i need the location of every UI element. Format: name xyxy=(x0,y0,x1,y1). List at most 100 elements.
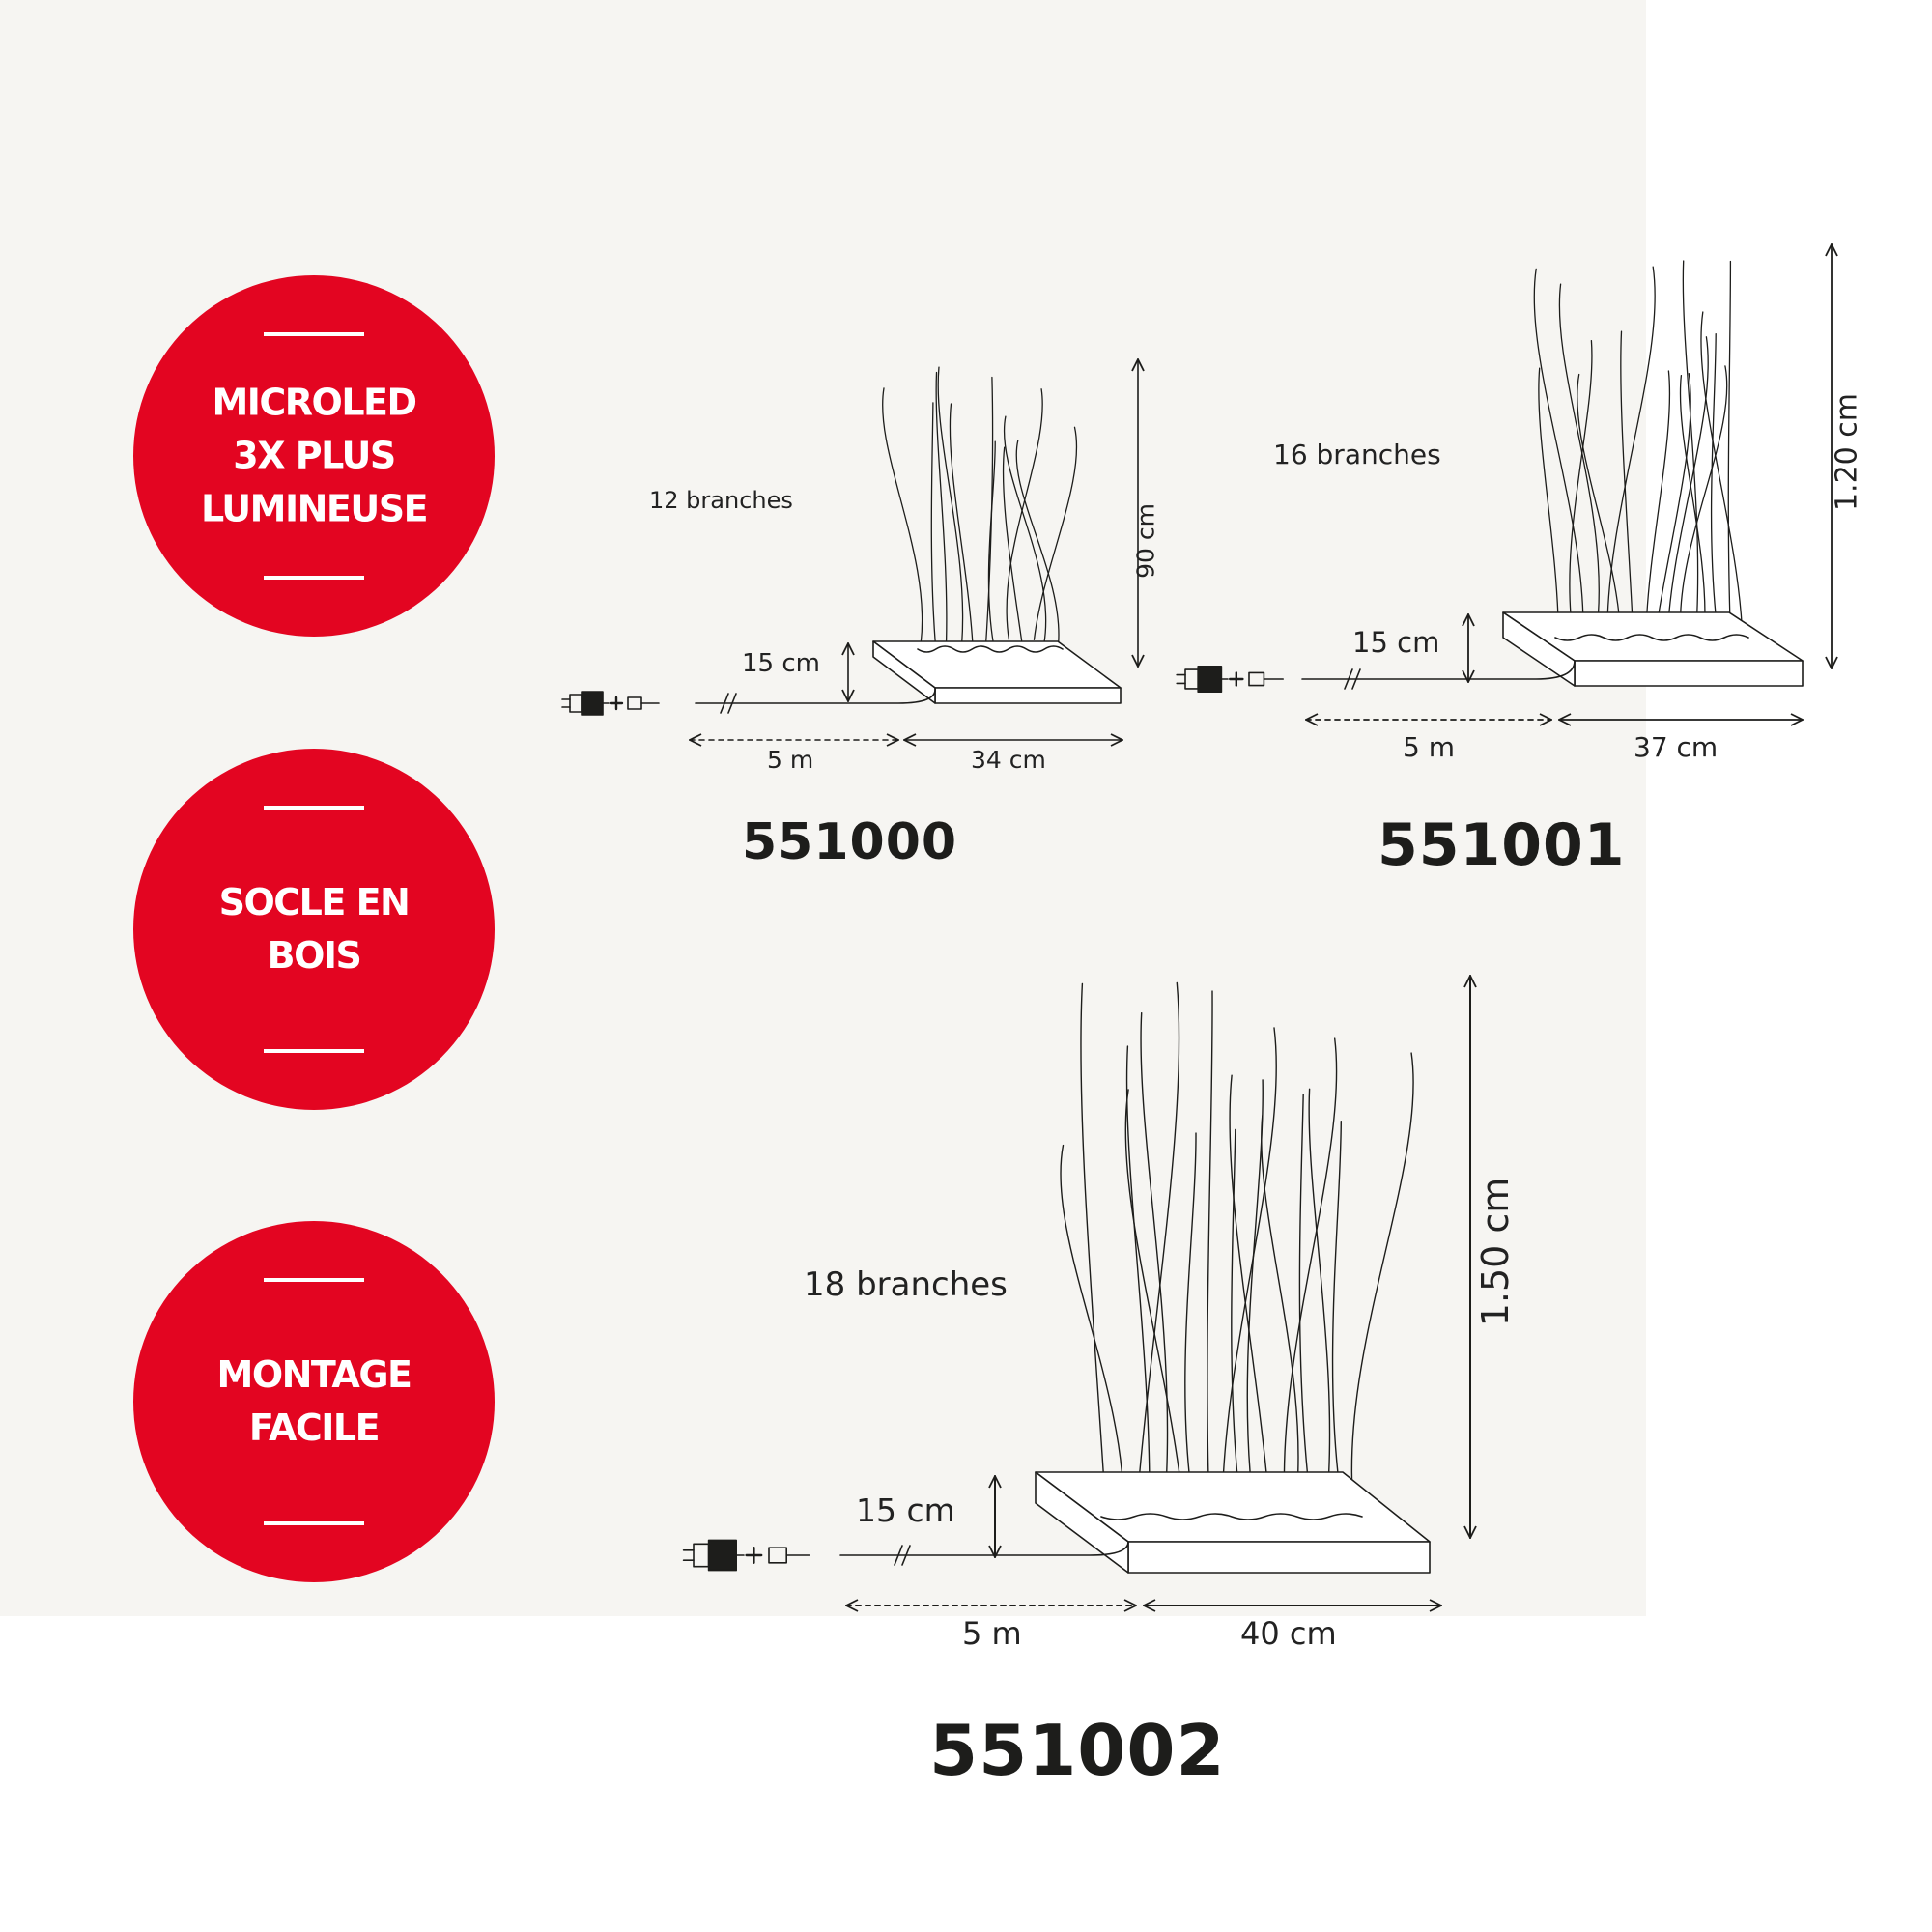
reed-branches-icon xyxy=(1080,982,1107,1508)
cable-break-icon xyxy=(894,1545,903,1566)
badge-line: 3X PLUS xyxy=(233,434,396,477)
cable-icon xyxy=(1301,660,1576,680)
reed-branches-icon xyxy=(1700,311,1744,633)
badge-text: SOCLE EN BOIS xyxy=(162,876,466,982)
cable-length-label: 5 m xyxy=(767,746,814,774)
badge-microled: MICROLED 3X PLUS LUMINEUSE xyxy=(133,275,495,637)
branches-label: 16 branches xyxy=(1273,439,1441,470)
reed-branches-icon xyxy=(1060,1144,1124,1511)
badge-text: MICROLED 3X PLUS LUMINEUSE xyxy=(162,377,466,536)
reed-branches-icon xyxy=(1679,365,1728,630)
badge-rule-bottom xyxy=(264,576,364,580)
led-wire-icon xyxy=(1100,1513,1363,1520)
badge-montage: MONTAGE FACILE xyxy=(133,1221,495,1582)
connector-icon xyxy=(768,1547,788,1564)
connector-icon xyxy=(627,696,642,710)
reed-branches-icon xyxy=(1727,260,1732,634)
reed-branches-icon xyxy=(1710,332,1719,631)
cable-length-label: 5 m xyxy=(1403,731,1455,763)
badge-rule-bottom xyxy=(264,1049,364,1053)
reed-branches-icon xyxy=(1125,1045,1151,1511)
base-width-label: 40 cm xyxy=(1240,1615,1337,1652)
reed-branches-icon xyxy=(949,403,974,643)
reed-branches-icon xyxy=(1124,1089,1184,1509)
reed-branches-icon xyxy=(1015,440,1060,644)
badge-line: BOIS xyxy=(267,934,362,977)
product-code: 551002 xyxy=(929,1710,1226,1791)
cable-break-icon xyxy=(1344,668,1353,690)
badge-line: SOCLE EN xyxy=(218,881,411,923)
power-plug-icon xyxy=(707,1539,737,1572)
power-plug-icon xyxy=(569,694,582,713)
reed-branches-icon xyxy=(882,387,923,643)
cable-break-icon xyxy=(727,693,737,714)
base-width-label: 37 cm xyxy=(1634,731,1719,763)
height-label: 1.20 cm xyxy=(1830,392,1864,512)
reed-branches-icon xyxy=(1533,268,1584,635)
reed-branches-icon xyxy=(1229,1074,1271,1509)
reed-branches-icon xyxy=(1261,1115,1299,1514)
cable-break-icon xyxy=(1351,668,1361,690)
wooden-base-icon xyxy=(1574,660,1804,687)
base-height-label: 15 cm xyxy=(856,1492,955,1529)
reed-branches-icon xyxy=(937,366,964,644)
reed-branches-icon xyxy=(1331,1121,1344,1510)
led-wire-icon xyxy=(917,645,1064,653)
product-code: 551000 xyxy=(742,813,958,871)
reed-branches-icon xyxy=(1538,367,1559,630)
reed-branches-icon xyxy=(1033,426,1078,640)
reed-branches-icon xyxy=(1207,990,1213,1511)
badge-line: MICROLED xyxy=(212,381,417,424)
wooden-base-icon xyxy=(934,687,1122,704)
reed-branches-icon xyxy=(1569,339,1593,633)
badge-line: FACILE xyxy=(248,1406,381,1449)
power-plug-icon xyxy=(693,1543,710,1568)
reed-branches-icon xyxy=(930,402,936,643)
branches-label: 12 branches xyxy=(649,487,793,514)
reed-branches-icon xyxy=(1350,1052,1414,1514)
power-plug-icon xyxy=(1184,668,1199,690)
base-width-label: 34 cm xyxy=(971,746,1046,774)
wooden-base-icon xyxy=(872,640,936,704)
reed-branches-icon xyxy=(987,440,996,644)
reed-branches-icon xyxy=(1283,1037,1338,1510)
height-label: 90 cm xyxy=(1131,503,1160,579)
reed-branches-icon xyxy=(1558,283,1600,632)
cable-icon xyxy=(695,687,936,704)
reed-branches-icon xyxy=(1645,370,1671,633)
wooden-base-icon xyxy=(1502,611,1576,687)
reed-branches-icon xyxy=(1298,1094,1313,1512)
reed-branches-icon xyxy=(1003,415,1047,645)
branches-label: 18 branches xyxy=(804,1265,1008,1304)
badge-rule-top xyxy=(264,806,364,810)
reed-branches-icon xyxy=(1679,374,1706,631)
badge-rule-bottom xyxy=(264,1521,364,1525)
reed-branches-icon xyxy=(1006,388,1043,640)
reed-branches-icon xyxy=(1135,981,1180,1511)
reed-branches-icon xyxy=(1577,373,1622,631)
reed-branches-icon xyxy=(935,371,948,642)
badge-line: MONTAGE xyxy=(216,1353,412,1396)
wooden-base-icon xyxy=(1127,1541,1431,1574)
reed-branches-icon xyxy=(1308,1088,1331,1509)
height-label: 1.50 cm xyxy=(1474,1177,1517,1327)
base-height-label: 15 cm xyxy=(742,649,820,678)
reed-branches-icon xyxy=(1666,336,1709,633)
base-height-label: 15 cm xyxy=(1352,626,1440,659)
reed-branches-icon xyxy=(1002,446,1023,641)
reed-branches-icon xyxy=(1606,266,1656,630)
badge-rule-top xyxy=(264,332,364,336)
wooden-base-icon xyxy=(1035,1471,1129,1574)
connector-icon xyxy=(1248,671,1265,687)
product-code: 551001 xyxy=(1378,811,1626,879)
badge-rule-top xyxy=(264,1278,364,1282)
cable-length-label: 5 m xyxy=(962,1615,1022,1652)
reed-branches-icon xyxy=(1655,373,1691,632)
badge-text: MONTAGE FACILE xyxy=(162,1349,466,1455)
led-wire-icon xyxy=(1554,634,1749,641)
badge-socle: SOCLE EN BOIS xyxy=(133,749,495,1110)
reed-branches-icon xyxy=(1184,1132,1197,1512)
reed-branches-icon xyxy=(1231,1128,1242,1511)
reed-branches-icon xyxy=(1246,1079,1264,1512)
